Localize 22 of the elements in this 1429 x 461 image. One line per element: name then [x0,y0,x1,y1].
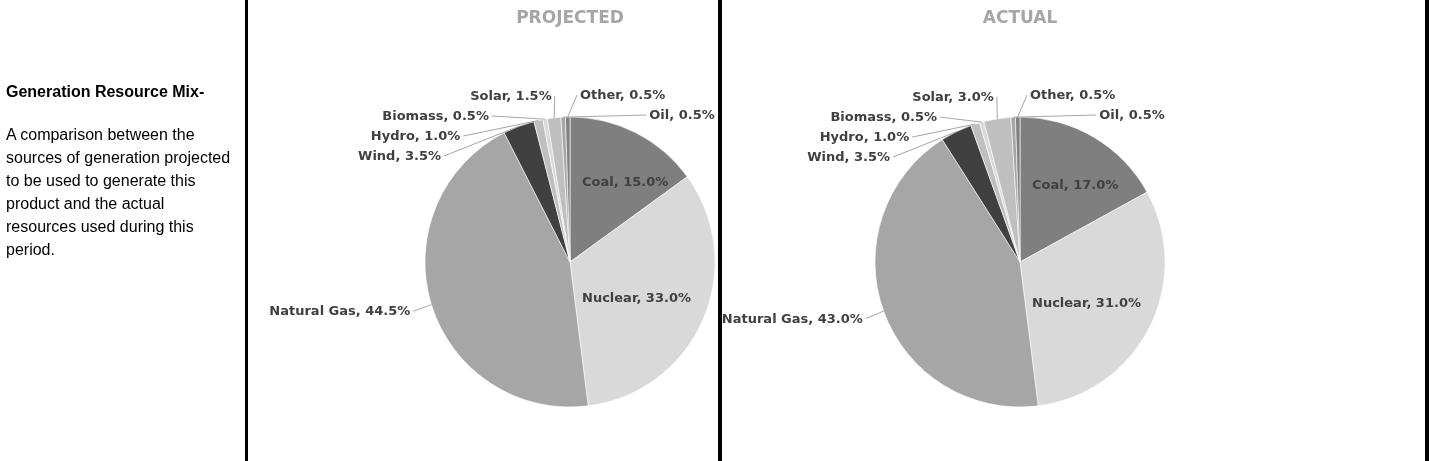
slice-label: Wind, 3.5% [807,149,891,165]
slice-label: Nuclear, 31.0% [1032,294,1141,310]
slice-label: Oil, 0.5% [1099,107,1165,123]
slice-label: Coal, 15.0% [582,173,669,189]
slice-label: Natural Gas, 44.5% [269,303,411,319]
slice-label: Natural Gas, 43.0% [721,310,863,326]
slice-label: Other, 0.5% [1030,87,1116,103]
text: Generation Resource Mix- [6,82,206,102]
slice-label: Biomass, 0.5% [382,108,489,124]
slice-label: Oil, 0.5% [649,107,715,123]
slice-label: Biomass, 0.5% [830,109,938,125]
slice-label: Other, 0.5% [580,87,666,103]
slice-label: Hydro, 1.0% [819,129,910,145]
chart-title: PROJECTED [516,7,624,27]
slice-label: Solar, 1.5% [470,88,552,104]
text: A comparison between the sources of generation projected to be used to generate this product and the actual resources used during this period. [6,125,232,260]
slice-label: Nuclear, 33.0% [582,289,691,305]
slice-label: Wind, 3.5% [358,148,441,164]
slice-label: Solar, 3.0% [912,89,994,105]
chart-title: ACTUAL [982,7,1058,27]
slice-label: Hydro, 1.0% [370,128,461,144]
slice-label: Coal, 17.0% [1032,176,1119,192]
